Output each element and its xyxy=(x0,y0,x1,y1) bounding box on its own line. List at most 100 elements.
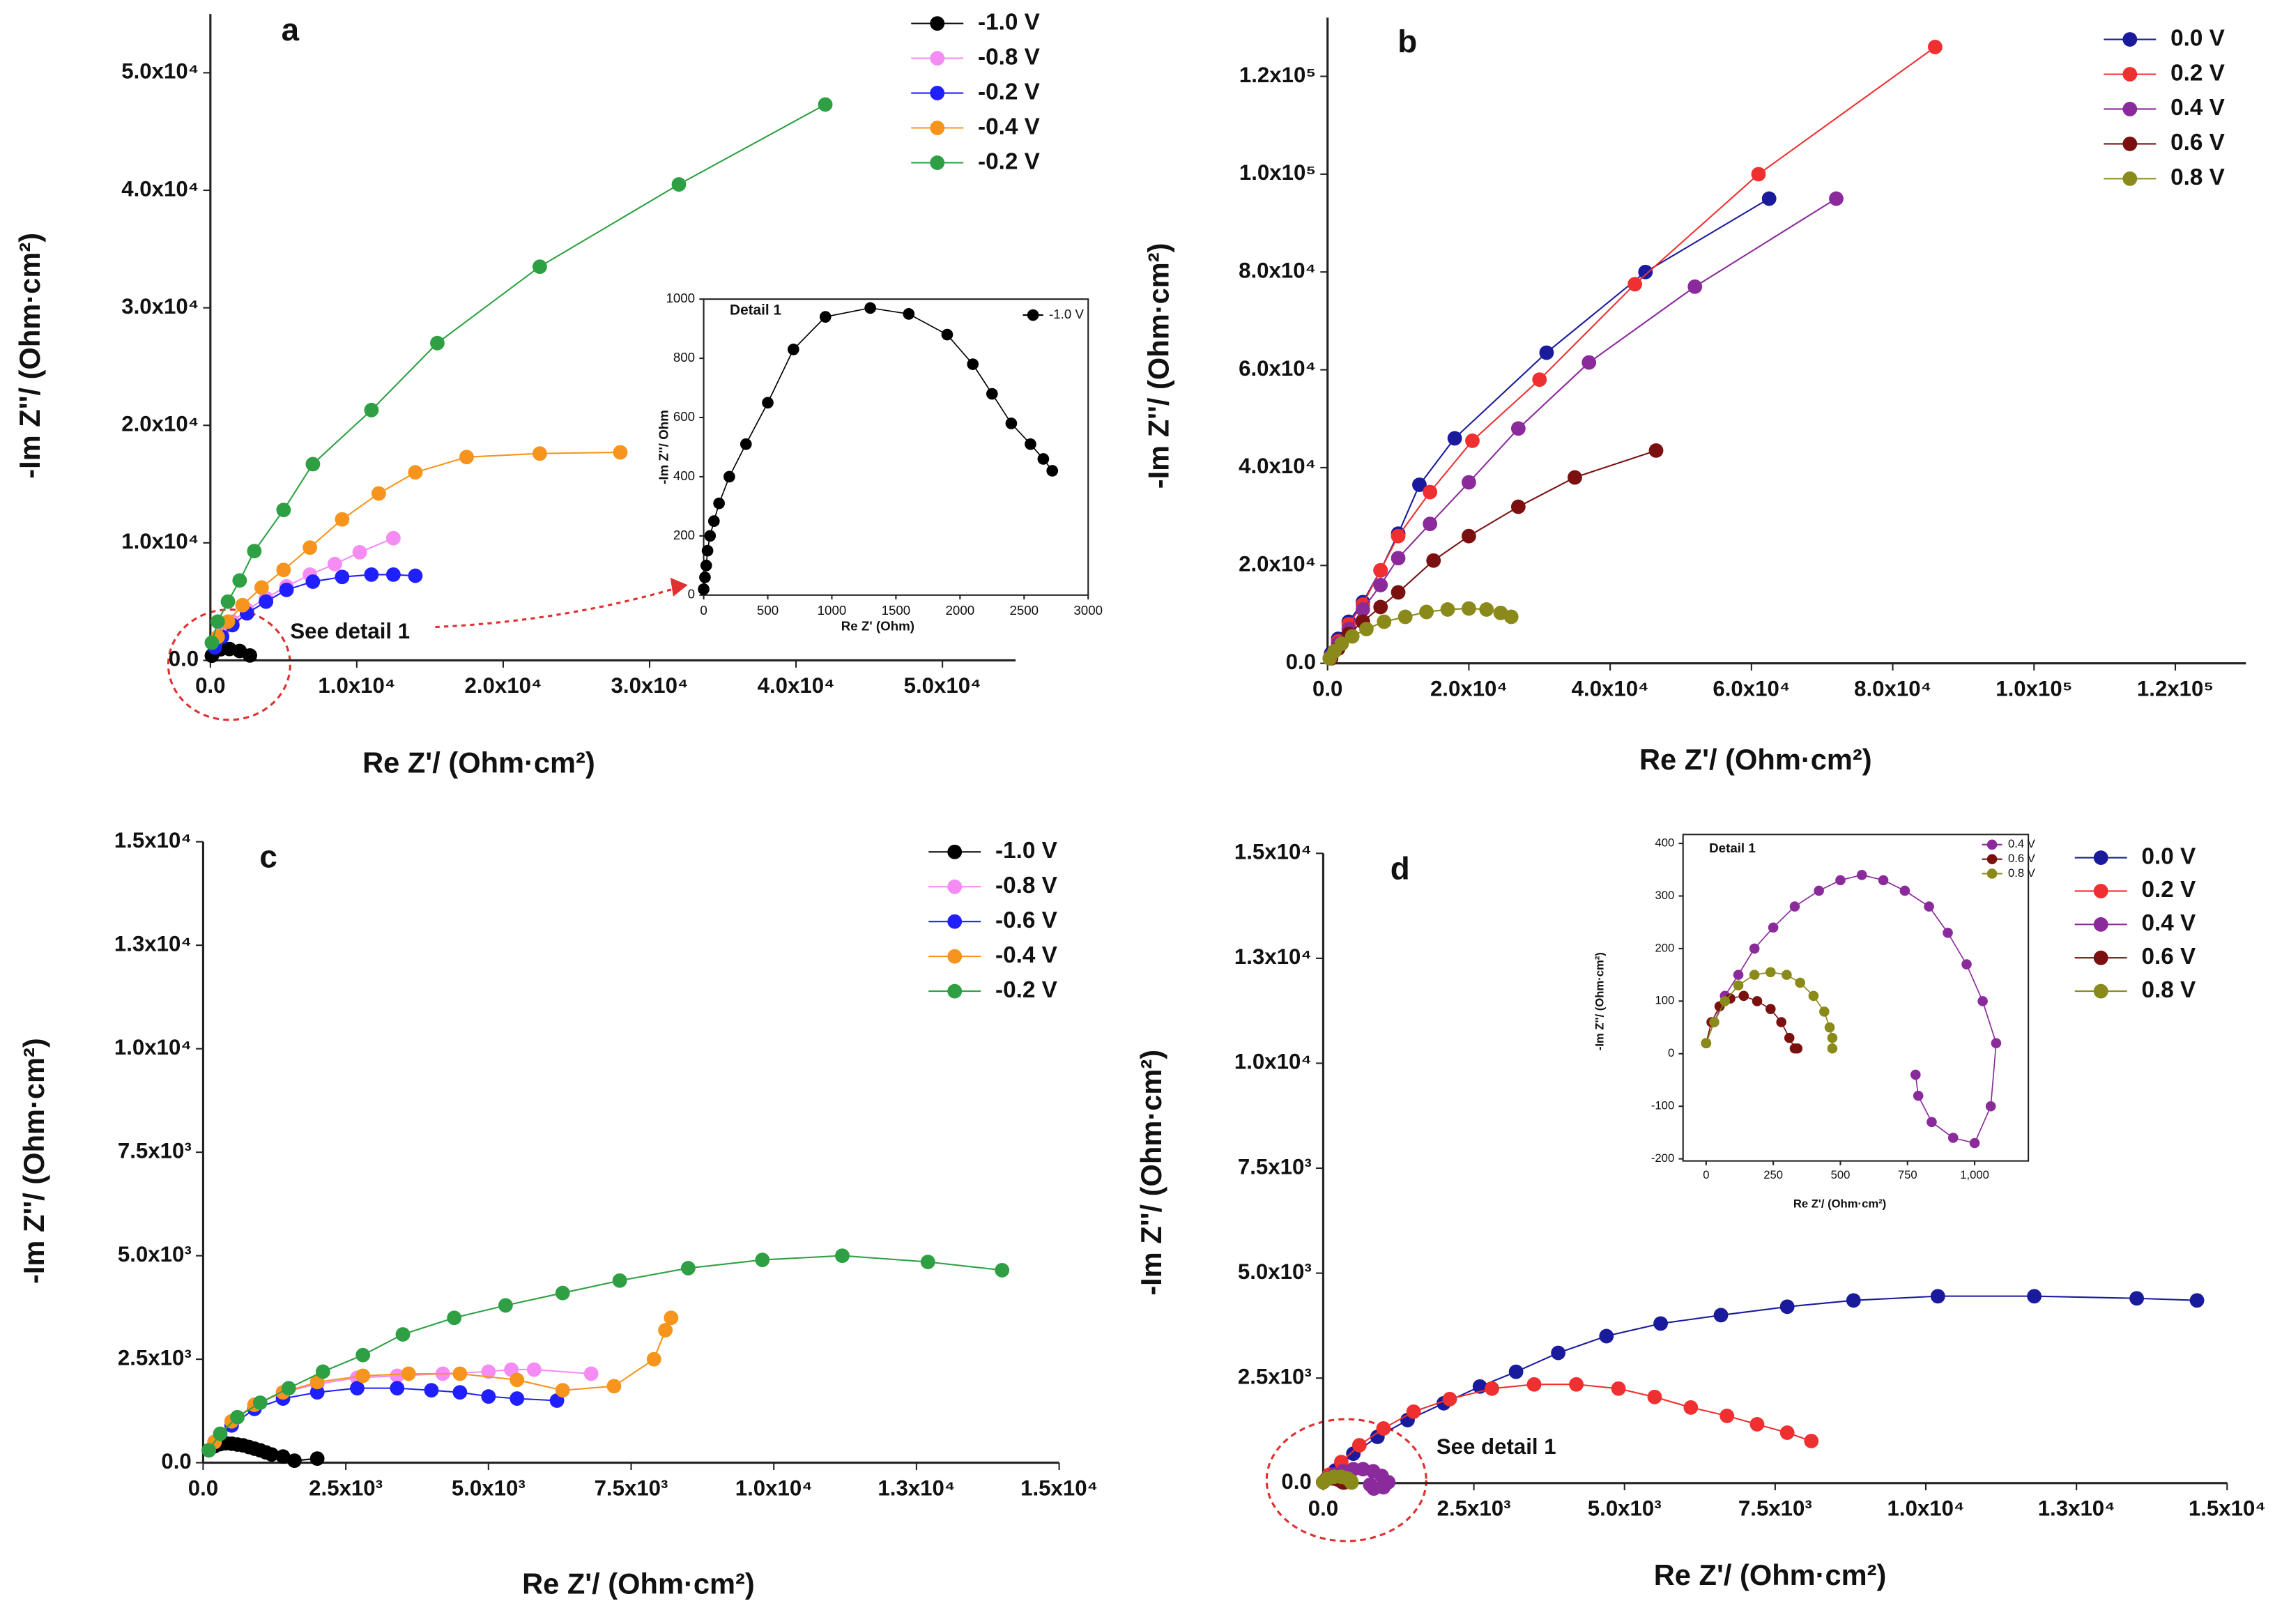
inset-title: Detail 1 xyxy=(730,302,781,318)
data-point xyxy=(1373,599,1388,615)
data-point xyxy=(510,1372,525,1388)
y-tick-label: 100 xyxy=(1655,994,1674,1007)
y-tick-label: 2.5x10³ xyxy=(1238,1364,1312,1388)
y-axis-label: -Im Z''/ Ohm xyxy=(656,410,671,484)
legend-label: 0.4 V xyxy=(2141,910,2196,936)
legend-marker xyxy=(2093,950,2108,965)
data-point xyxy=(1344,1475,1359,1490)
data-point xyxy=(1927,40,1943,54)
x-tick-label: 2500 xyxy=(1009,603,1039,618)
legend-label: 0.4 V xyxy=(2008,837,2036,850)
data-point xyxy=(1005,418,1018,429)
legend-marker xyxy=(930,155,945,170)
data-point xyxy=(1419,604,1434,620)
legend-marker xyxy=(2122,171,2138,186)
legend-marker xyxy=(930,86,945,100)
data-point xyxy=(213,1426,228,1441)
data-point xyxy=(1627,277,1643,292)
y-tick-label: 400 xyxy=(1655,836,1674,849)
data-point xyxy=(1526,1377,1542,1392)
data-point xyxy=(279,582,294,597)
data-point xyxy=(680,1261,696,1276)
detail-ellipse xyxy=(167,608,291,721)
data-point xyxy=(1638,264,1653,279)
data-point xyxy=(364,567,379,582)
x-tick-label: 250 xyxy=(1763,1168,1783,1181)
data-point xyxy=(252,1395,268,1410)
panel-letter: b xyxy=(1397,24,1417,59)
legend-label: 0.8 V xyxy=(2170,164,2225,190)
y-tick-label: 1.3x10⁴ xyxy=(1234,944,1312,969)
data-point xyxy=(1412,477,1427,492)
x-tick-label: 4.0x10⁴ xyxy=(758,673,835,698)
data-point xyxy=(1391,585,1406,600)
data-point xyxy=(1709,1017,1719,1027)
legend-marker xyxy=(2093,983,2108,999)
data-point xyxy=(1701,1038,1712,1048)
x-tick-label: 1,000 xyxy=(1960,1168,1989,1181)
panel: 0.0 2.5x10³ 5.0x10³ 7.5x10³ 1.0x10⁴ 1.3x10⁴ 1.… xyxy=(17,828,1098,1600)
y-tick-label: 600 xyxy=(673,409,695,424)
x-tick-label: 500 xyxy=(757,603,779,618)
data-point xyxy=(1779,1425,1795,1440)
x-tick-label: 3000 xyxy=(1073,603,1103,618)
annotation: See detail 1 xyxy=(1437,1434,1556,1459)
data-point xyxy=(1814,885,1824,896)
y-tick-label: 0 xyxy=(688,587,695,602)
legend-marker xyxy=(1986,868,1998,879)
data-point xyxy=(1568,470,1582,485)
data-point xyxy=(1355,602,1370,617)
data-point xyxy=(1846,1293,1861,1308)
data-point xyxy=(1878,875,1889,886)
data-point xyxy=(1351,1438,1367,1453)
y-tick-label: 7.5x10³ xyxy=(1238,1154,1312,1179)
data-point xyxy=(1913,1090,1924,1101)
y-tick-label: -200 xyxy=(1651,1151,1674,1165)
data-point xyxy=(1719,996,1731,1006)
y-tick-label: 1.0x10⁴ xyxy=(1234,1050,1312,1074)
data-point xyxy=(247,544,262,559)
y-tick-label: 1000 xyxy=(666,291,695,305)
inset-title: Detail 1 xyxy=(1709,841,1756,855)
data-point xyxy=(2189,1293,2205,1308)
x-tick-label: 0 xyxy=(700,603,707,618)
y-tick-label: -100 xyxy=(1651,1099,1674,1112)
data-point xyxy=(1442,1391,1457,1407)
data-point xyxy=(762,397,774,409)
data-point xyxy=(1423,484,1438,500)
panel: 0.0 2.0x10⁴ 4.0x10⁴ 6.0x10⁴ 8.0x10⁴ 1.0x10⁵ 1.… xyxy=(1142,17,2246,776)
data-point xyxy=(723,470,735,483)
x-tick-label: 0.0 xyxy=(1312,676,1342,700)
panel-letter: d xyxy=(1391,850,1410,886)
legend-label: 0.8 V xyxy=(2141,977,2196,1003)
data-point xyxy=(967,358,979,370)
legend-label: 0.8 V xyxy=(2008,866,2036,880)
data-point xyxy=(612,1273,627,1288)
data-point xyxy=(371,486,386,501)
data-point xyxy=(364,402,379,418)
y-tick-label: 6.0x10⁴ xyxy=(1239,356,1316,381)
y-tick-label: 200 xyxy=(673,528,695,542)
series-line xyxy=(1328,1384,1812,1476)
data-point xyxy=(481,1364,496,1379)
legend-label: 0.2 V xyxy=(2170,60,2225,86)
data-point xyxy=(1784,1032,1795,1043)
x-tick-label: 1000 xyxy=(818,603,847,618)
y-tick-label: 1.0x10⁴ xyxy=(121,529,199,553)
data-point xyxy=(701,544,714,557)
y-tick-label: 0 xyxy=(1668,1046,1674,1059)
data-point xyxy=(1943,928,1953,938)
data-point xyxy=(309,1451,325,1466)
legend-label: -0.2 V xyxy=(978,148,1040,174)
detail-ellipse xyxy=(1265,1418,1427,1542)
data-point xyxy=(309,1385,325,1400)
detail-arrow xyxy=(435,585,682,629)
legend-marker xyxy=(947,983,963,999)
data-point xyxy=(481,1389,496,1404)
data-point xyxy=(287,1453,302,1469)
data-point xyxy=(583,1366,599,1381)
legend-label: -0.4 V xyxy=(978,114,1040,139)
data-point xyxy=(1462,475,1476,490)
data-point xyxy=(920,1255,935,1269)
data-point xyxy=(1829,191,1844,206)
